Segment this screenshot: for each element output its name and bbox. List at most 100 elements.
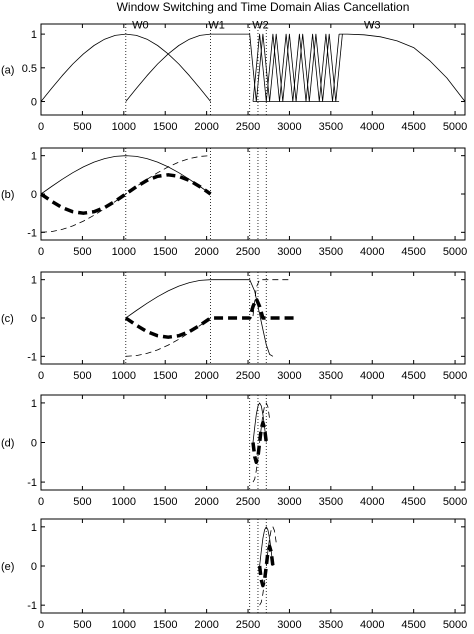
- x-tick-label-3-5: 2500: [236, 496, 260, 508]
- x-tick-label-0-7: 3500: [319, 121, 343, 133]
- y-tick-label-3-2: 1: [31, 398, 37, 410]
- panel-label-1: (b): [1, 189, 14, 201]
- y-tick-label-2-1: 0: [31, 313, 37, 325]
- series-line-2-2: [252, 279, 290, 317]
- x-tick-label-1-5: 2500: [236, 246, 260, 258]
- annotation-0-0: W0: [132, 20, 149, 32]
- y-tick-label-4-2: 1: [31, 522, 37, 534]
- axes-box-2: [40, 271, 466, 365]
- x-tick-label-4-8: 4000: [360, 619, 384, 631]
- x-tick-label-0-8: 4000: [360, 121, 384, 133]
- panel-label-3: (d): [1, 438, 14, 450]
- x-tick-label-3-9: 4500: [401, 496, 425, 508]
- series-line-2-3: [124, 297, 297, 339]
- y-tick-label-0-0: 0: [31, 97, 37, 109]
- annotation-0-3: W3: [364, 20, 381, 32]
- x-tick-label-3-0: 0: [38, 496, 44, 508]
- series-line-3-2: [251, 420, 269, 465]
- x-tick-label-2-6: 3000: [277, 370, 301, 382]
- series-line-0-4: [252, 33, 340, 102]
- y-tick-label-4-0: -1: [27, 600, 37, 612]
- series-line-2-1: [125, 317, 211, 357]
- x-tick-label-4-2: 1000: [112, 619, 136, 631]
- y-tick-label-2-2: 1: [31, 275, 37, 287]
- x-tick-label-0-2: 1000: [112, 121, 136, 133]
- y-tick-label-3-1: 0: [31, 438, 37, 450]
- x-tick-label-4-4: 2000: [194, 619, 218, 631]
- x-tick-label-2-7: 3500: [319, 370, 343, 382]
- x-tick-label-3-2: 1000: [112, 496, 136, 508]
- series-line-1-1: [40, 155, 211, 233]
- x-tick-label-0-6: 3000: [277, 121, 301, 133]
- x-tick-label-4-5: 2500: [236, 619, 260, 631]
- panel-label-0: (a): [1, 65, 14, 77]
- x-tick-label-3-3: 1500: [153, 496, 177, 508]
- x-tick-label-0-4: 2000: [194, 121, 218, 133]
- x-tick-label-2-1: 500: [73, 370, 91, 382]
- x-tick-label-2-8: 4000: [360, 370, 384, 382]
- x-tick-label-4-3: 1500: [153, 619, 177, 631]
- x-tick-label-2-4: 2000: [194, 370, 218, 382]
- series-line-0-2: [125, 33, 250, 102]
- x-tick-label-1-1: 500: [73, 246, 91, 258]
- y-tick-label-1-2: 1: [31, 151, 37, 163]
- figure-title: Window Switching and Time Domain Alias C…: [117, 0, 410, 14]
- y-tick-label-3-0: -1: [27, 477, 37, 489]
- x-tick-label-0-5: 2500: [236, 121, 260, 133]
- series-line-4-1: [259, 526, 277, 606]
- x-tick-label-2-0: 0: [38, 370, 44, 382]
- x-tick-label-3-6: 3000: [277, 496, 301, 508]
- x-tick-label-1-4: 2000: [194, 246, 218, 258]
- x-tick-label-0-3: 1500: [153, 121, 177, 133]
- y-tick-label-4-1: 0: [31, 561, 37, 573]
- x-tick-label-1-0: 0: [38, 246, 44, 258]
- x-tick-label-1-3: 1500: [153, 246, 177, 258]
- x-tick-label-2-5: 2500: [236, 370, 260, 382]
- x-tick-label-1-6: 3000: [277, 246, 301, 258]
- axes-box-4: [40, 518, 466, 614]
- x-tick-label-2-9: 4500: [401, 370, 425, 382]
- x-tick-label-1-2: 1000: [112, 246, 136, 258]
- series-line-1-0: [40, 155, 211, 195]
- annotation-0-2: W2: [252, 20, 269, 32]
- x-tick-label-3-1: 500: [73, 496, 91, 508]
- axes-box-0: [40, 23, 466, 116]
- x-tick-label-4-9: 4500: [401, 619, 425, 631]
- y-tick-label-0-1: 0.5: [22, 63, 37, 75]
- x-tick-label-1-9: 4500: [401, 246, 425, 258]
- annotation-0-1: W1: [208, 20, 225, 32]
- y-tick-label-1-1: 0: [31, 189, 37, 201]
- x-tick-label-2-3: 1500: [153, 370, 177, 382]
- series-line-3-1: [252, 402, 270, 483]
- x-tick-label-3-10: 5000: [443, 496, 467, 508]
- x-tick-label-0-1: 500: [73, 121, 91, 133]
- y-tick-label-0-2: 1: [31, 29, 37, 41]
- x-tick-label-1-10: 5000: [443, 246, 467, 258]
- x-tick-label-1-7: 3500: [319, 246, 343, 258]
- y-tick-label-1-0: -1: [27, 227, 37, 239]
- series-line-0-1: [125, 33, 211, 102]
- x-tick-label-3-4: 2000: [194, 496, 218, 508]
- x-tick-label-3-7: 3500: [319, 496, 343, 508]
- series-line-4-2: [257, 544, 275, 588]
- series-line-0-0: [40, 33, 126, 102]
- x-tick-label-4-0: 0: [38, 619, 44, 631]
- x-tick-label-4-10: 5000: [443, 619, 467, 631]
- x-tick-label-3-8: 4000: [360, 496, 384, 508]
- x-tick-label-4-6: 3000: [277, 619, 301, 631]
- y-tick-label-2-0: -1: [27, 351, 37, 363]
- x-tick-label-4-7: 3500: [319, 619, 343, 631]
- series-line-1-2: [40, 173, 212, 215]
- series-line-2-0: [125, 279, 274, 357]
- series-line-0-6: [339, 33, 466, 102]
- x-tick-label-2-2: 1000: [112, 370, 136, 382]
- x-tick-label-4-1: 500: [73, 619, 91, 631]
- x-tick-label-2-10: 5000: [443, 370, 467, 382]
- x-tick-label-0-9: 4500: [401, 121, 425, 133]
- x-tick-label-0-10: 5000: [443, 121, 467, 133]
- axes-box-1: [40, 147, 466, 241]
- panel-label-4: (e): [1, 561, 14, 573]
- x-tick-label-0-0: 0: [38, 121, 44, 133]
- x-tick-label-1-8: 4000: [360, 246, 384, 258]
